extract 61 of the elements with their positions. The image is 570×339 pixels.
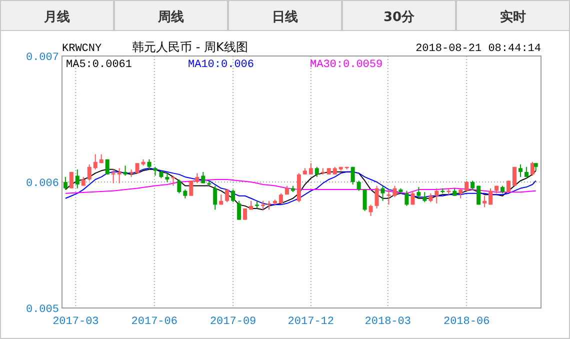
candlestick [75, 168, 80, 189]
y-tick-label: 0.006 [26, 178, 59, 190]
candlestick [434, 188, 439, 204]
text: 周线 [157, 10, 184, 25]
candlestick [356, 180, 361, 192]
candlestick [93, 154, 98, 170]
candlestick [147, 158, 152, 170]
text: 月线 [43, 10, 70, 25]
text: MA10:0.006 [188, 59, 254, 71]
candlestick [308, 162, 313, 175]
candlestick [225, 189, 230, 203]
candlestick [314, 166, 319, 178]
candlestick [362, 189, 367, 212]
candlestick [231, 189, 236, 203]
candlestick [213, 185, 218, 210]
candlestick [374, 185, 379, 209]
text: MA30:0.0059 [310, 59, 383, 71]
candlestick [464, 180, 469, 192]
candlestick [278, 192, 283, 204]
candlestick [69, 171, 74, 189]
chart-title: 韩元人民币 - 周K线图 [132, 40, 248, 54]
x-tick-label: 2018-06 [443, 316, 490, 328]
candlestick [201, 171, 206, 184]
candlestick [410, 190, 415, 206]
candlestick [195, 172, 200, 184]
candlestick [404, 190, 409, 206]
candlestick [368, 204, 373, 217]
candlestick [111, 168, 116, 184]
candlestick [380, 185, 385, 202]
text: 日线 [272, 10, 298, 25]
text: MA5:0.0061 [66, 59, 132, 71]
candlestick [237, 200, 242, 220]
candlestick [488, 188, 493, 206]
x-tick-label: 2017-06 [131, 316, 178, 328]
text: 实时 [500, 9, 526, 25]
candlestick [63, 176, 68, 190]
candlestick [189, 180, 194, 196]
candlestick [518, 164, 522, 178]
y-tick-label: 0.007 [26, 52, 59, 64]
candlestick [482, 195, 487, 208]
candlestick [177, 178, 182, 194]
text: 30分 [383, 10, 416, 25]
x-tick-label: 2017-03 [52, 316, 99, 328]
x-tick-label: 2017-12 [288, 316, 334, 328]
candlestick [117, 168, 122, 184]
candlestick [386, 189, 391, 206]
chart-subtitle: KRWCNY [62, 43, 102, 55]
candlestick [416, 186, 421, 199]
candlestick [87, 164, 92, 182]
candlestick [350, 166, 355, 186]
text: 2018-08-21 08:44:14 [416, 43, 542, 55]
y-tick-label: 0.005 [26, 304, 59, 316]
candlestick [123, 165, 128, 176]
x-tick-label: 2017-09 [210, 316, 256, 328]
candlestick [422, 192, 427, 203]
candlestick [392, 185, 397, 198]
candlestick [524, 166, 528, 178]
candlestick [530, 161, 534, 176]
x-tick-label: 2018-03 [364, 316, 411, 328]
candlestick [458, 188, 463, 199]
candlestick [105, 158, 110, 175]
